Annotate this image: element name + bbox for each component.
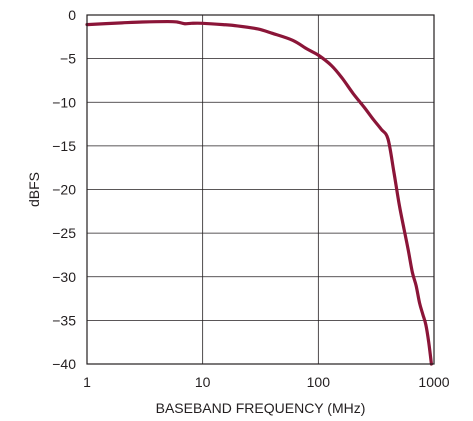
series-line bbox=[85, 19, 434, 366]
y-tick-label: −20 bbox=[52, 182, 76, 198]
y-tick-label: −10 bbox=[52, 94, 76, 110]
y-axis-title: dBFS bbox=[26, 172, 42, 207]
y-tick-label: −5 bbox=[60, 51, 76, 67]
x-tick-labels: 1 10 100 1000 bbox=[83, 374, 450, 390]
x-tick-label: 10 bbox=[195, 374, 211, 390]
x-tick-label: 100 bbox=[307, 374, 331, 390]
y-tick-label: −25 bbox=[52, 225, 76, 241]
y-tick-label: −15 bbox=[52, 138, 76, 154]
series-layer bbox=[85, 19, 434, 366]
y-tick-label: −30 bbox=[52, 269, 76, 285]
y-tick-label: −40 bbox=[52, 356, 76, 372]
plot-frame bbox=[86, 14, 435, 365]
x-tick-label: 1000 bbox=[418, 374, 449, 390]
x-tick-label: 1 bbox=[83, 374, 91, 390]
y-tick-label: 0 bbox=[68, 7, 76, 23]
x-axis-title: BASEBAND FREQUENCY (MHz) bbox=[156, 400, 366, 416]
y-tick-label: −35 bbox=[52, 312, 76, 328]
y-tick-labels: 0 −5 −10 −15 −20 −25 −30 −35 −40 bbox=[52, 7, 76, 372]
grid-lines bbox=[87, 15, 434, 364]
